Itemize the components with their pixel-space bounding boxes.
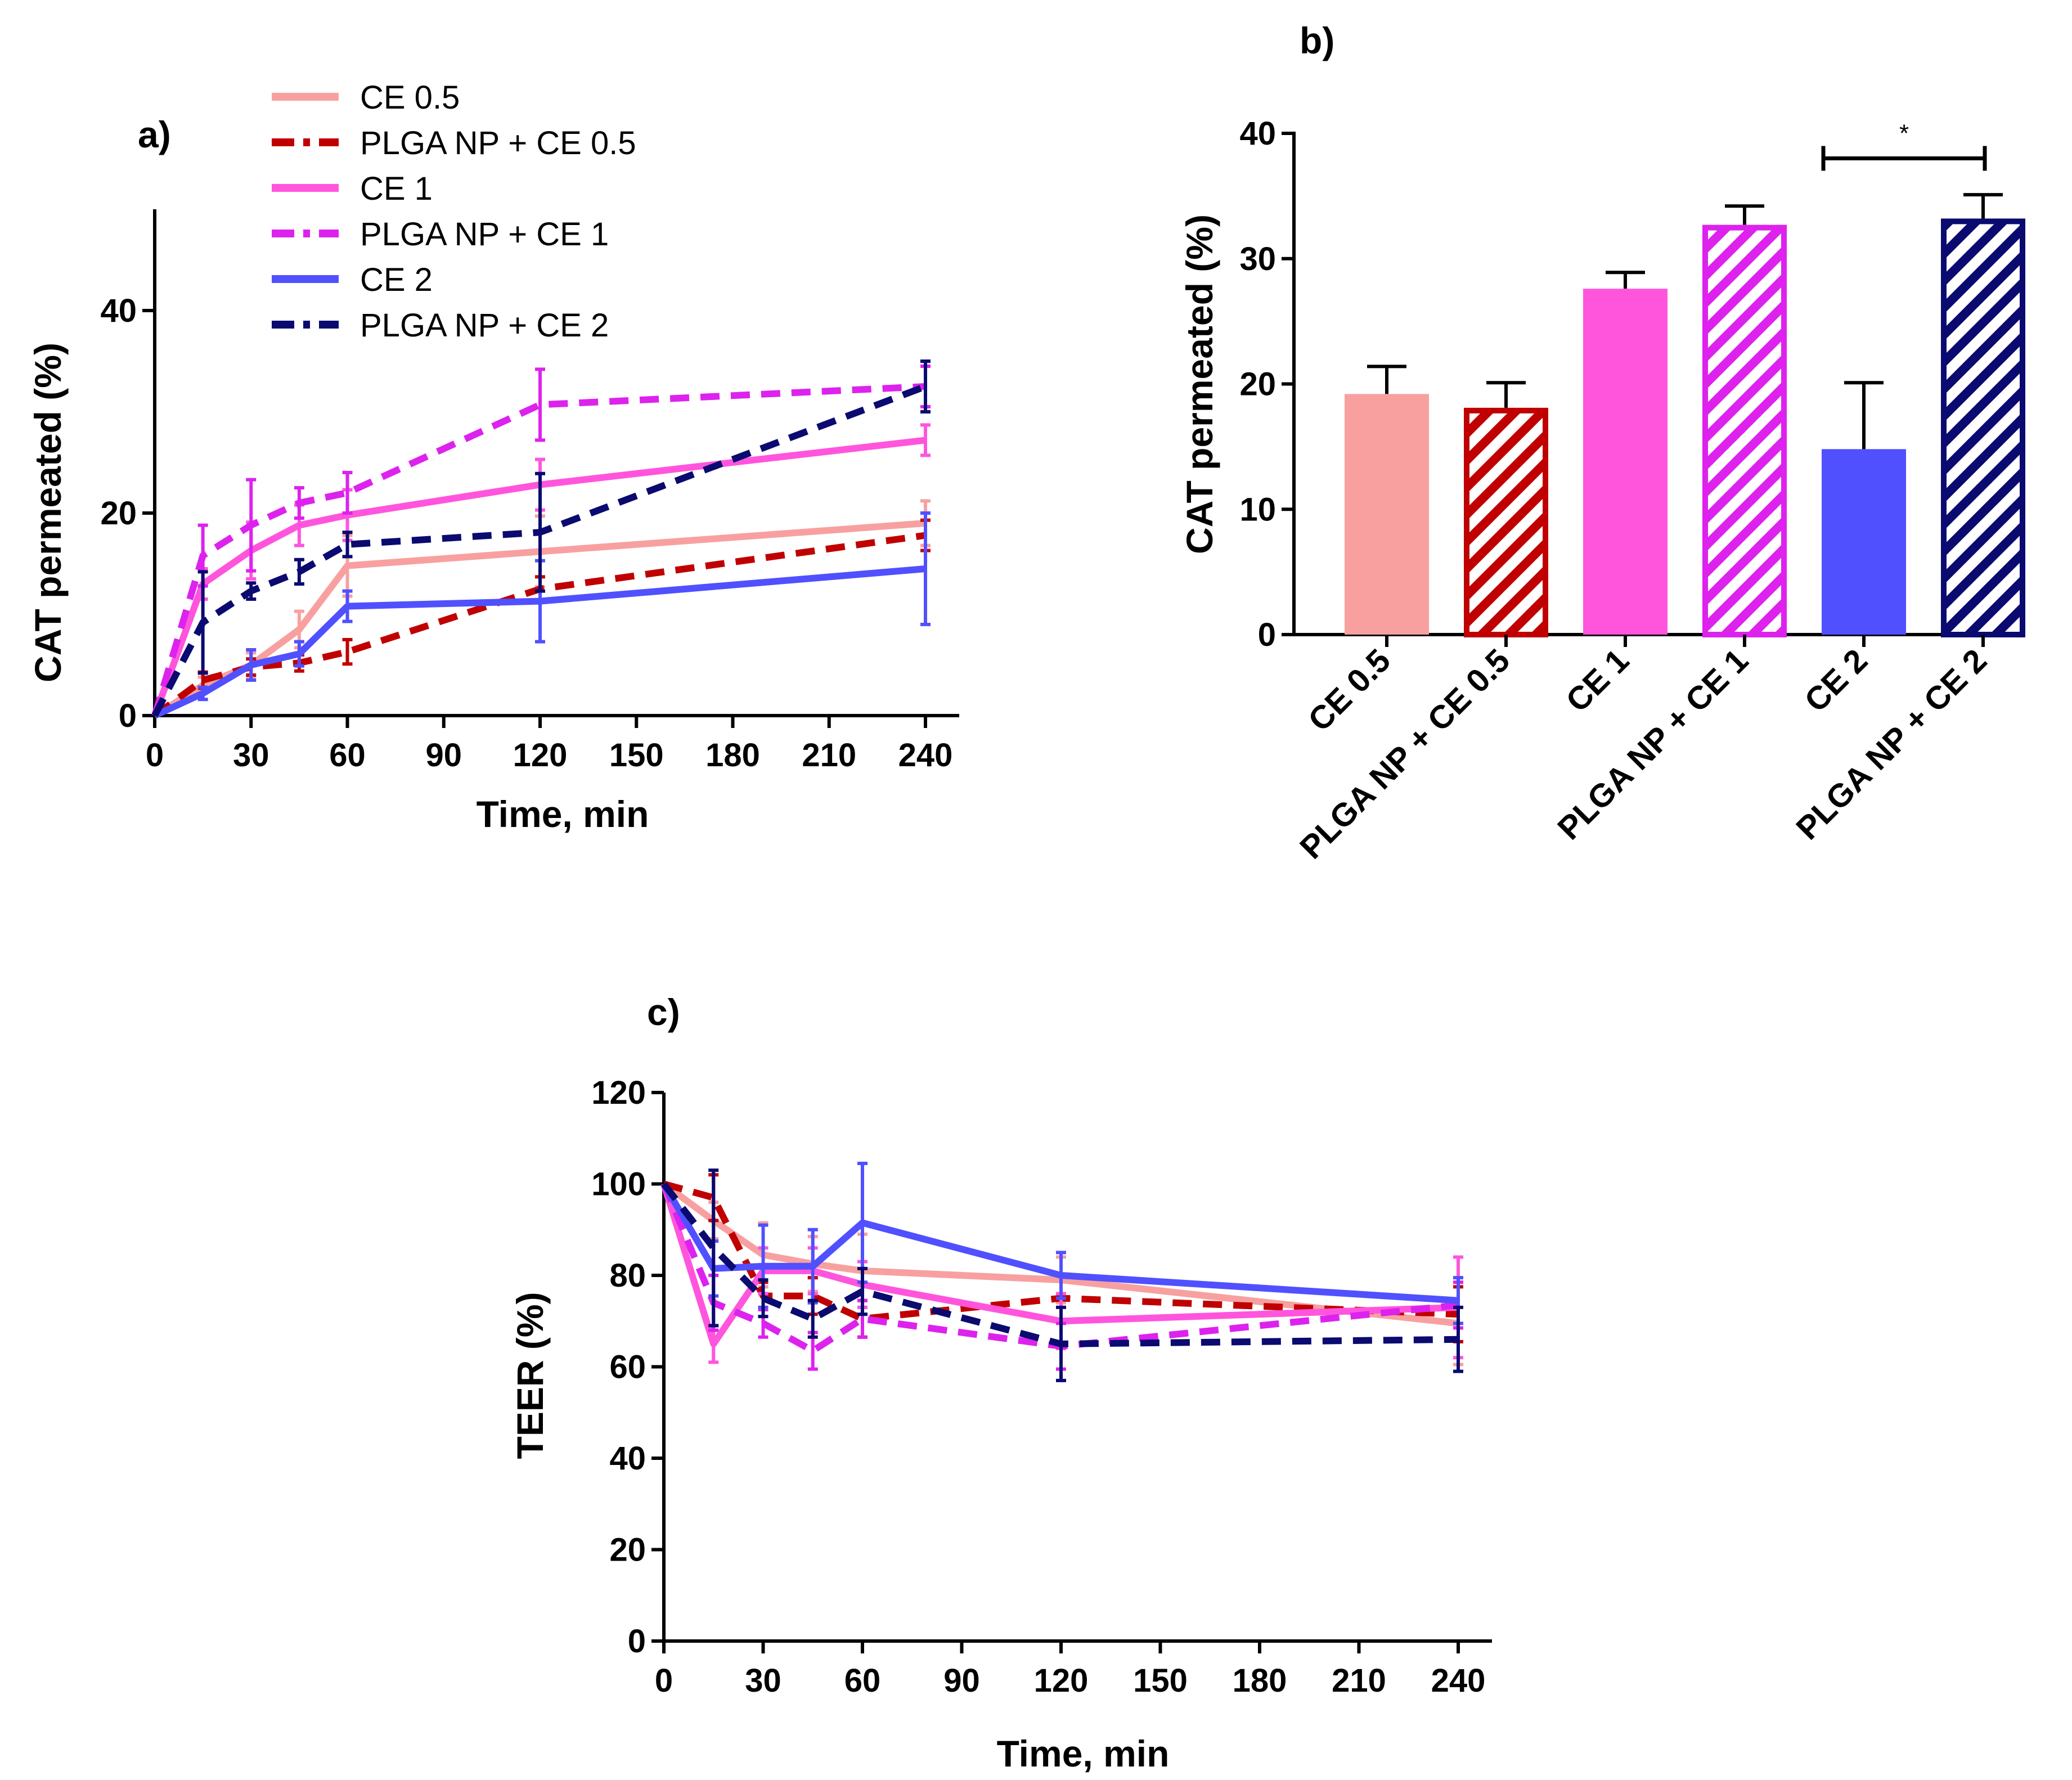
- panel-a-error-bar: [342, 638, 353, 666]
- bar-group-ce2: CE 2: [1797, 381, 1906, 719]
- panel-c-x-tick-label: 90: [943, 1662, 980, 1699]
- panel-c-axes: 0 20 40 60 80 100 120 0 30 60 90 120 150 180 210 240: [591, 1075, 1492, 1699]
- bar-group-ce1: CE 1: [1559, 271, 1668, 719]
- panel-c-series-np2: [661, 1168, 1463, 1382]
- panel-b-y-tick-label: 10: [1239, 491, 1276, 528]
- significance-label: *: [1899, 120, 1909, 147]
- panel-a-y-tick-label: 20: [100, 495, 137, 532]
- legend-label: CE 0.5: [360, 79, 460, 116]
- panel-a-y-tick-label: 40: [100, 293, 137, 329]
- legend-item-np1: PLGA NP + CE 1: [272, 216, 609, 253]
- panel-a-error-bar: [535, 367, 545, 442]
- panel-a-y-tick-label: 0: [119, 698, 137, 734]
- panel-c-x-tick-label: 180: [1233, 1662, 1287, 1699]
- bar-ce1: [1583, 289, 1668, 635]
- panel-c-x-tick-label: 150: [1133, 1662, 1188, 1699]
- panel-c-x-axis-title: Time, min: [997, 1733, 1170, 1774]
- panel-a-series-line-ce2: [153, 565, 926, 719]
- panel-c-y-axis-title: TEER (%): [509, 1292, 551, 1459]
- panel-c-x-tick-label: 0: [655, 1662, 673, 1699]
- panel-c-error-bar: [758, 1278, 768, 1319]
- panel-c-y-tick-label: 40: [609, 1440, 646, 1477]
- legend-item-ce1: CE 1: [272, 170, 433, 207]
- panel-a-series-line-np2: [151, 383, 927, 717]
- bar-ce2: [1822, 449, 1906, 635]
- panel-a-x-tick-label: 150: [609, 737, 664, 774]
- panel-a-series-ce1: [151, 423, 931, 717]
- legend-item-ce05: CE 0.5: [272, 79, 460, 116]
- legend-label: PLGA NP + CE 1: [360, 216, 609, 253]
- legend-label: CE 1: [360, 170, 433, 207]
- bar-ce05: [1345, 394, 1429, 635]
- panel-a-x-tick-label: 210: [802, 737, 856, 774]
- panel-c-label: c): [647, 991, 680, 1033]
- panel-c-x-tick-label: 240: [1431, 1662, 1486, 1699]
- panel-a-series: [151, 359, 931, 719]
- panel-a-y-axis-title: CAT permeated (%): [27, 343, 69, 682]
- panel-b-category-label: CE 2: [1797, 642, 1875, 719]
- panel-a-line-chart: a) CE 0.5 PLGA NP + CE 0.5 CE 1 PLGA NP + C…: [27, 79, 959, 835]
- legend-label: PLGA NP + CE 2: [360, 307, 609, 344]
- panel-c-x-tick-label: 120: [1034, 1662, 1089, 1699]
- panel-a-error-bar: [342, 471, 353, 515]
- panel-c-error-bar: [708, 1168, 719, 1328]
- panel-a-x-axis-title: Time, min: [477, 793, 649, 835]
- panel-b-y-tick-label: 20: [1239, 366, 1276, 403]
- panel-b-category-label: CE 0.5: [1301, 642, 1397, 738]
- panel-c-series: [660, 1161, 1463, 1382]
- legend-label: PLGA NP + CE 0.5: [360, 125, 636, 161]
- panel-b-y-tick-label: 40: [1239, 115, 1276, 152]
- panel-b-category-label: CE 1: [1559, 642, 1636, 719]
- panel-a-series-np2: [151, 359, 931, 717]
- legend-item-ce2: CE 2: [272, 262, 433, 298]
- panel-c-y-tick-label: 100: [591, 1166, 646, 1203]
- panel-c-error-bar: [1453, 1305, 1463, 1373]
- panel-a-label: a): [138, 114, 171, 155]
- legend: CE 0.5 PLGA NP + CE 0.5 CE 1 PLGA NP + CE 1…: [272, 79, 636, 344]
- panel-c-series-ce2: [660, 1161, 1463, 1325]
- panel-a-x-tick-label: 180: [705, 737, 760, 774]
- panel-c-y-tick-label: 20: [609, 1532, 646, 1568]
- panel-b-category-label: PLGA NP + CE 0.5: [1293, 642, 1517, 866]
- panel-c-x-tick-label: 60: [844, 1662, 881, 1699]
- panel-a-x-tick-label: 30: [233, 737, 269, 774]
- panel-a-x-tick-label: 60: [329, 737, 366, 774]
- legend-item-np05: PLGA NP + CE 0.5: [272, 125, 636, 161]
- panel-c-x-tick-label: 30: [745, 1662, 781, 1699]
- bar-np1: [1702, 224, 1787, 638]
- legend-label: CE 2: [360, 262, 433, 298]
- panel-c-line-chart: c) 0 20 40 60 80 100 120 0 30 60 90 120 150 180 210 240…: [509, 991, 1492, 1774]
- bar-group-ce05: CE 0.5: [1301, 365, 1429, 739]
- panel-c-y-tick-label: 120: [591, 1075, 646, 1111]
- panel-a-axes: 0 20 40 0 30 60 90 120 150 180 210 240: [100, 209, 959, 774]
- panel-c-y-tick-label: 80: [609, 1257, 646, 1294]
- panel-c-y-tick-label: 0: [628, 1623, 646, 1660]
- panel-b-y-tick-label: 30: [1239, 241, 1276, 277]
- legend-item-np2: PLGA NP + CE 2: [272, 307, 609, 344]
- panel-a-x-tick-label: 120: [513, 737, 568, 774]
- panel-c-y-tick-label: 60: [609, 1349, 646, 1386]
- panel-a-x-tick-label: 0: [146, 737, 164, 774]
- bar-np05: [1464, 407, 1548, 637]
- panel-b-y-axis-title: CAT permeated (%): [1179, 214, 1220, 554]
- panel-a-x-tick-label: 240: [898, 737, 953, 774]
- panel-a-error-bar: [920, 359, 931, 413]
- panel-b-label: b): [1300, 20, 1334, 61]
- panel-a-x-tick-label: 90: [425, 737, 462, 774]
- panel-a-error-bar: [342, 531, 353, 559]
- panel-c-error-bar: [807, 1298, 818, 1339]
- panel-b-y-tick-label: 0: [1258, 617, 1276, 653]
- panel-c-x-tick-label: 210: [1332, 1662, 1386, 1699]
- bar-np2: [1941, 218, 2025, 638]
- panel-c-series-line-np2: [661, 1181, 1459, 1347]
- significance-bracket: *: [1821, 120, 1987, 171]
- panel-a-series-line-np1: [151, 383, 926, 717]
